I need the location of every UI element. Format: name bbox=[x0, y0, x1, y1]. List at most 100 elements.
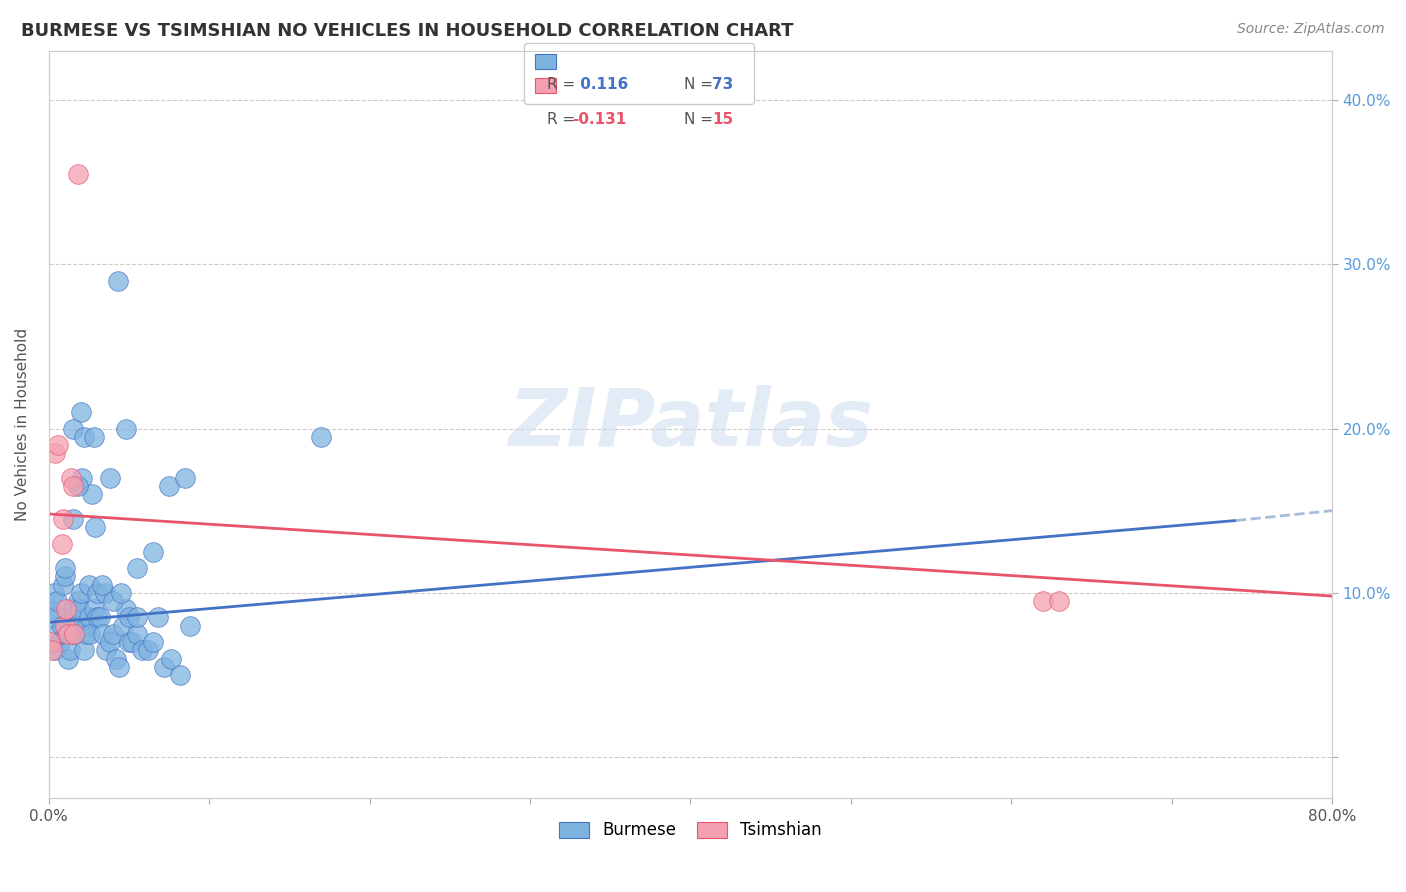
Point bbox=[39, 635, 62, 649]
Point bbox=[51, 536, 73, 550]
Point bbox=[174, 471, 197, 485]
Point bbox=[73, 643, 96, 657]
Point bbox=[63, 627, 86, 641]
Point bbox=[45, 594, 67, 608]
Point bbox=[52, 577, 75, 591]
Point bbox=[77, 577, 100, 591]
Point bbox=[157, 479, 180, 493]
Point bbox=[84, 520, 107, 534]
Point bbox=[86, 586, 108, 600]
Point bbox=[69, 405, 91, 419]
Point bbox=[83, 430, 105, 444]
Point bbox=[55, 602, 77, 616]
Point bbox=[89, 610, 111, 624]
Point bbox=[62, 421, 84, 435]
Point bbox=[83, 602, 105, 616]
Point bbox=[86, 610, 108, 624]
Point bbox=[114, 421, 136, 435]
Point bbox=[90, 577, 112, 591]
Point bbox=[51, 618, 73, 632]
Text: R =: R = bbox=[547, 112, 579, 127]
Point bbox=[41, 610, 63, 624]
Text: 15: 15 bbox=[713, 112, 734, 127]
Point bbox=[39, 602, 62, 616]
Point bbox=[1032, 594, 1054, 608]
Text: N =: N = bbox=[683, 77, 718, 92]
Point bbox=[101, 627, 124, 641]
Point bbox=[62, 602, 84, 616]
Point bbox=[96, 643, 118, 657]
Point bbox=[66, 479, 89, 493]
Point bbox=[53, 569, 76, 583]
Point bbox=[76, 618, 98, 632]
Point bbox=[146, 610, 169, 624]
Text: BURMESE VS TSIMSHIAN NO VEHICLES IN HOUSEHOLD CORRELATION CHART: BURMESE VS TSIMSHIAN NO VEHICLES IN HOUS… bbox=[21, 22, 793, 40]
Point bbox=[118, 610, 141, 624]
Text: Source: ZipAtlas.com: Source: ZipAtlas.com bbox=[1237, 22, 1385, 37]
Point bbox=[53, 618, 76, 632]
Point bbox=[107, 274, 129, 288]
Point bbox=[55, 627, 77, 641]
Point bbox=[118, 635, 141, 649]
Point bbox=[125, 627, 148, 641]
Point bbox=[311, 430, 333, 444]
Point bbox=[63, 627, 86, 641]
Point bbox=[69, 586, 91, 600]
Point bbox=[101, 594, 124, 608]
Point bbox=[159, 651, 181, 665]
Text: N =: N = bbox=[683, 112, 718, 127]
Point bbox=[60, 471, 83, 485]
Point bbox=[153, 659, 176, 673]
Point bbox=[56, 627, 79, 641]
Point bbox=[77, 610, 100, 624]
Point bbox=[80, 487, 103, 501]
Point bbox=[142, 545, 165, 559]
Point bbox=[125, 561, 148, 575]
Point bbox=[52, 512, 75, 526]
Point bbox=[42, 586, 65, 600]
Point bbox=[105, 651, 128, 665]
Text: R =: R = bbox=[547, 77, 579, 92]
Point bbox=[49, 635, 72, 649]
Text: ZIPatlas: ZIPatlas bbox=[508, 385, 873, 464]
Point bbox=[136, 643, 159, 657]
Text: -0.131: -0.131 bbox=[572, 112, 627, 127]
Point bbox=[62, 512, 84, 526]
Text: 73: 73 bbox=[713, 77, 734, 92]
Point bbox=[66, 594, 89, 608]
Point bbox=[169, 668, 191, 682]
Point bbox=[75, 627, 97, 641]
Point bbox=[48, 438, 70, 452]
Point bbox=[72, 471, 94, 485]
Legend: Burmese, Tsimshian: Burmese, Tsimshian bbox=[553, 814, 828, 846]
Point bbox=[60, 610, 83, 624]
Point bbox=[56, 651, 79, 665]
Point bbox=[62, 479, 84, 493]
Point bbox=[66, 167, 89, 181]
Point bbox=[142, 635, 165, 649]
Point bbox=[44, 446, 66, 460]
Point bbox=[121, 635, 143, 649]
Point bbox=[98, 635, 121, 649]
Point bbox=[48, 627, 70, 641]
Point bbox=[79, 627, 101, 641]
Point bbox=[53, 561, 76, 575]
Point bbox=[114, 602, 136, 616]
Point bbox=[94, 586, 117, 600]
Point bbox=[125, 610, 148, 624]
Point bbox=[41, 643, 63, 657]
Point bbox=[131, 643, 153, 657]
Point bbox=[179, 618, 201, 632]
Point bbox=[98, 471, 121, 485]
Point bbox=[110, 586, 132, 600]
Text: 0.116: 0.116 bbox=[575, 77, 628, 92]
Point bbox=[111, 618, 134, 632]
Point bbox=[67, 602, 90, 616]
Y-axis label: No Vehicles in Household: No Vehicles in Household bbox=[15, 328, 30, 521]
Point bbox=[91, 627, 114, 641]
Point bbox=[1047, 594, 1070, 608]
Point bbox=[44, 643, 66, 657]
Point bbox=[65, 618, 87, 632]
Point bbox=[108, 659, 131, 673]
Point bbox=[59, 643, 82, 657]
